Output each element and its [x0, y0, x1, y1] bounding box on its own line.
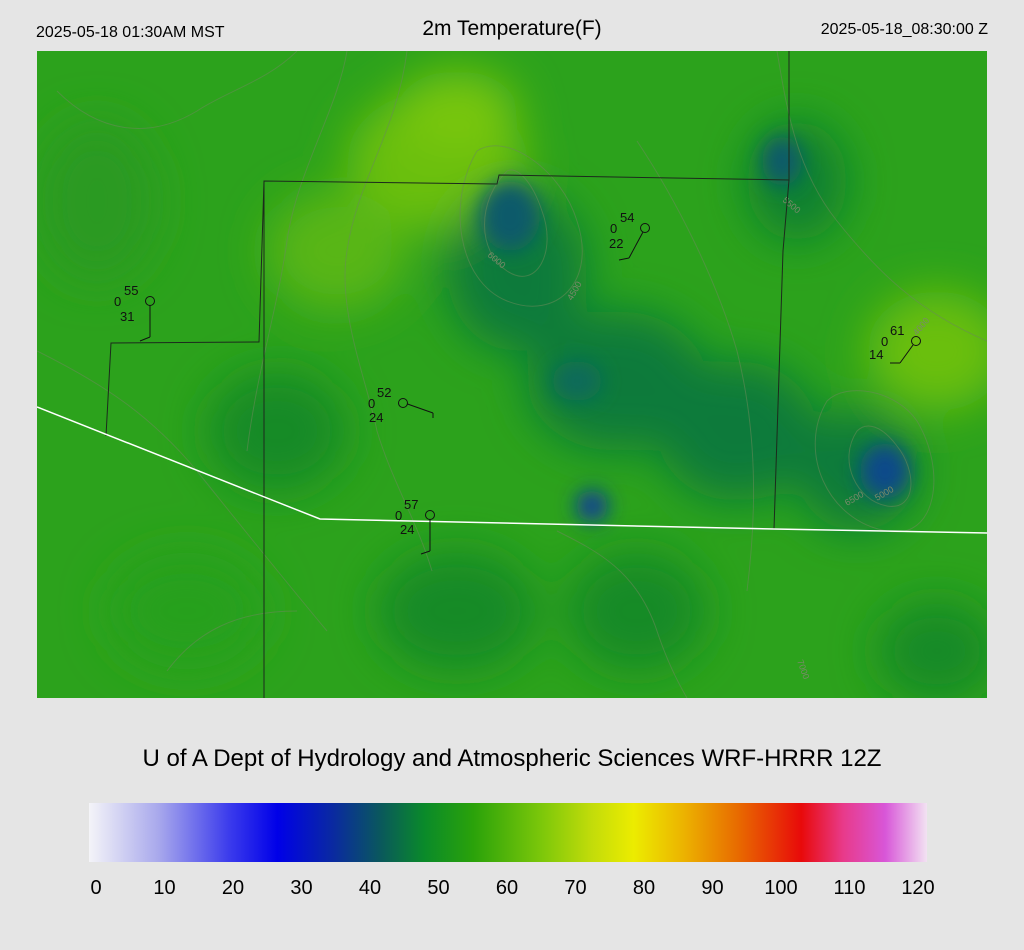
- valid-time-label: 2025-05-18_08:30:00 Z: [820, 21, 988, 38]
- colorbar-tick-label: 0: [90, 877, 102, 899]
- station-plot: 55 0 31: [114, 283, 155, 342]
- colorbar-tick-label: 70: [564, 877, 587, 899]
- temperature-map: 6000 5000 4500 4000 5500 6500 7000 55 0 …: [37, 51, 987, 698]
- border-line: [37, 406, 987, 534]
- colorbar-tick-label: 30: [290, 877, 313, 899]
- colorbar-tick-label: 20: [221, 877, 245, 899]
- station-mid: 0: [610, 221, 617, 236]
- station-plot: 61 0 14: [869, 323, 921, 364]
- station-plot: 57 0 24: [395, 497, 435, 555]
- station-temp: 57: [404, 497, 418, 512]
- station-dew: 14: [869, 347, 883, 362]
- station-plot: 54 0 22: [609, 210, 650, 261]
- station-dew: 24: [400, 522, 414, 537]
- local-time-label: 2025-05-18 01:30AM MST: [36, 24, 225, 41]
- model-credit: U of A Dept of Hydrology and Atmospheric…: [142, 745, 882, 772]
- cold-pockets: [480, 136, 910, 522]
- colorbar-tick-label: 60: [495, 877, 519, 899]
- station-temp: 55: [124, 283, 138, 298]
- station-plot: 52 0 24: [368, 385, 434, 425]
- station-temp: 52: [377, 385, 391, 400]
- political-boundaries: [37, 51, 987, 698]
- colorbar-tick-label: 100: [764, 877, 798, 899]
- station-dew: 31: [120, 309, 134, 324]
- station-mid: 0: [395, 508, 402, 523]
- station-mid: 0: [368, 396, 375, 411]
- station-mid: 0: [114, 294, 121, 309]
- station-temp: 54: [620, 210, 634, 225]
- colorbar-tick-label: 10: [153, 877, 176, 899]
- map-title: 2m Temperature(F): [422, 17, 602, 40]
- temperature-field: [37, 71, 987, 698]
- colorbar-tick-label: 90: [701, 877, 724, 899]
- station-plots: 55 0 31 54 0 22 61 0 14 52: [114, 210, 921, 555]
- colorbar-ticks: 0 10 20 30 40 50 60 70 80 90 100 110 120: [0, 877, 1024, 901]
- station-temp: 61: [890, 323, 904, 338]
- county-boundary: [773, 179, 790, 530]
- station-mid: 0: [881, 334, 888, 349]
- colorbar-tick-label: 110: [833, 877, 866, 899]
- terrain-contours: [37, 51, 987, 698]
- county-boundary: [263, 51, 790, 698]
- temperature-colorbar: [89, 803, 927, 862]
- colorbar-tick-label: 40: [358, 877, 382, 899]
- county-boundary: [105, 180, 265, 437]
- station-dew: 22: [609, 236, 623, 251]
- station-dew: 24: [369, 410, 383, 425]
- colorbar-tick-label: 120: [901, 877, 935, 899]
- colorbar-tick-label: 50: [427, 877, 450, 899]
- colorbar-tick-label: 80: [632, 877, 656, 899]
